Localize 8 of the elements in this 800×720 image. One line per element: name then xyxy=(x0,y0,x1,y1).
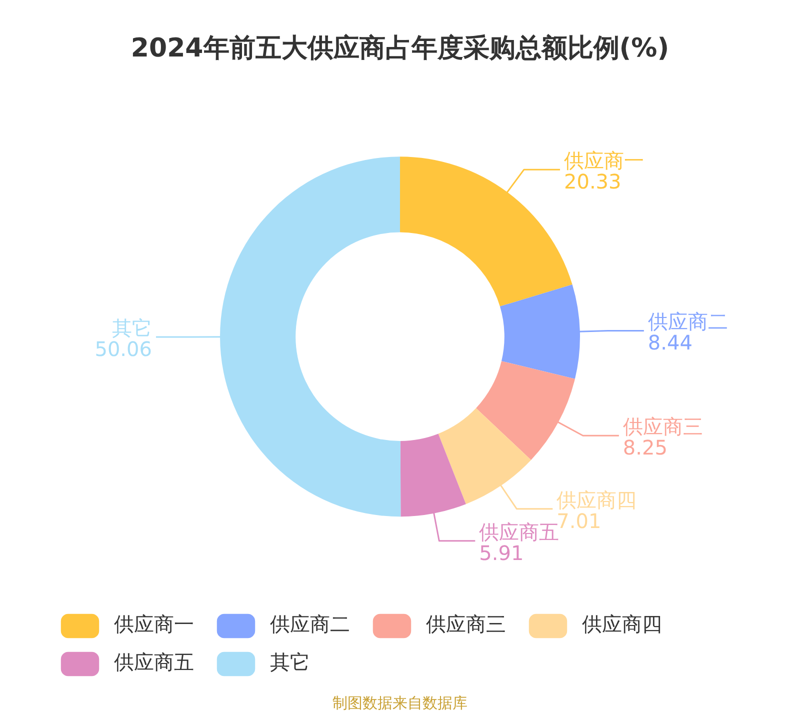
chart-title: 2024年前五大供应商占年度采购总额比例(%) xyxy=(130,33,670,64)
legend-label: 供应商五 xyxy=(114,650,194,674)
legend-label: 供应商二 xyxy=(270,612,350,636)
legend-label: 供应商四 xyxy=(582,612,662,636)
legend-label: 供应商一 xyxy=(114,612,194,636)
text: 制图数据来自数据库 xyxy=(332,694,468,713)
legend-label: 供应商三 xyxy=(426,612,506,636)
legend-label: 其它 xyxy=(270,650,310,674)
